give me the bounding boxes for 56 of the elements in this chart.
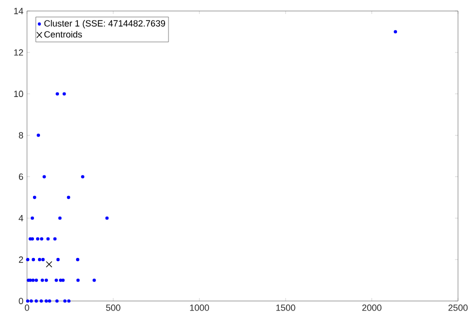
point — [26, 258, 30, 262]
point — [40, 299, 43, 303]
point — [42, 175, 46, 178]
point — [53, 237, 57, 240]
point — [55, 299, 59, 303]
x-tick-label: 500 — [106, 304, 120, 311]
point — [48, 299, 52, 303]
point — [394, 30, 398, 34]
point — [92, 278, 96, 282]
y-tick-label: 0 — [18, 298, 24, 304]
point — [40, 278, 44, 282]
point — [56, 258, 60, 262]
point — [76, 258, 80, 262]
point — [66, 196, 70, 200]
point — [36, 134, 40, 137]
x-tick-label: 1000 — [190, 304, 210, 311]
point — [58, 278, 62, 282]
point — [41, 258, 45, 262]
point — [40, 237, 44, 240]
point — [54, 278, 58, 282]
point — [62, 92, 66, 96]
point — [58, 216, 62, 220]
point — [56, 92, 59, 96]
point — [32, 258, 36, 262]
y-tick-label: 10 — [14, 90, 24, 98]
point — [34, 299, 38, 303]
point — [46, 237, 50, 240]
legend-label: Centroids — [44, 30, 82, 38]
y-tick-label: 2 — [18, 256, 24, 263]
point — [34, 278, 38, 282]
point — [30, 216, 34, 220]
y-tick-label: 14 — [14, 8, 24, 14]
point — [44, 299, 48, 303]
point — [76, 278, 80, 282]
y-tick-label: 6 — [18, 174, 24, 180]
point — [31, 278, 35, 282]
point — [44, 278, 48, 282]
point — [67, 299, 71, 303]
point — [26, 299, 30, 303]
point — [46, 261, 52, 268]
point — [81, 175, 84, 178]
point — [32, 196, 36, 200]
y-tick-label: 8 — [18, 132, 24, 138]
point — [30, 299, 33, 303]
point — [105, 216, 109, 220]
x-tick-label: 0 — [24, 304, 30, 311]
point — [38, 258, 42, 262]
legend-label: Cluster 1 (SSE: 4714482.7639 — [44, 20, 166, 28]
x-tick-label: 2500 — [448, 304, 468, 311]
point — [36, 237, 40, 240]
y-tick-label: 4 — [18, 215, 24, 222]
point — [63, 299, 67, 303]
x-tick-label: 2000 — [362, 304, 382, 311]
point — [61, 278, 65, 282]
x-tick-label: 1500 — [276, 304, 296, 311]
y-tick-label: 12 — [14, 49, 24, 56]
